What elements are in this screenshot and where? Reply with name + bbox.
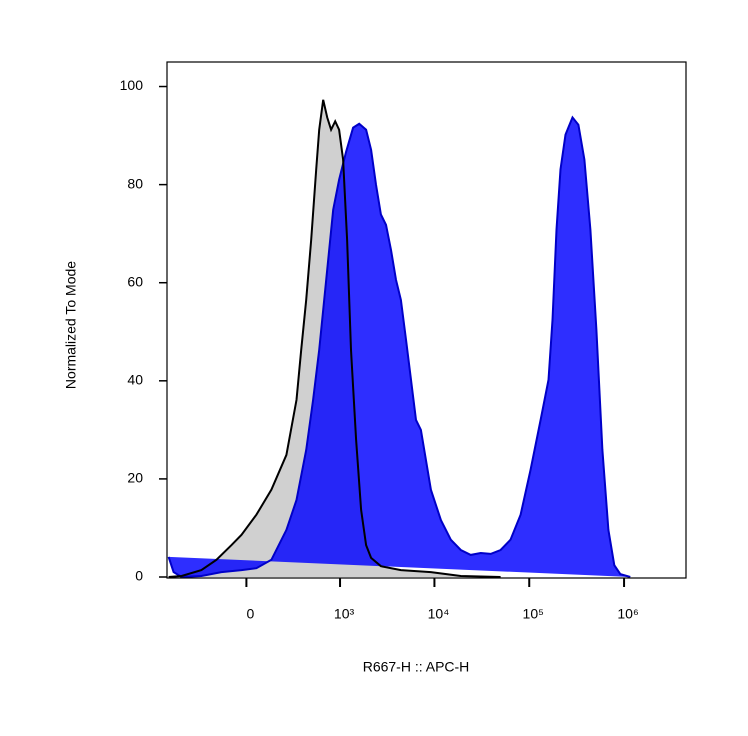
- x-tick-label: 10⁵: [523, 606, 544, 622]
- x-axis-title: R667-H :: APC-H: [363, 659, 470, 675]
- area-fill: [168, 117, 631, 578]
- y-tick-label: 40: [127, 372, 143, 388]
- x-tick-label: 0: [246, 606, 254, 622]
- y-tick-label: 100: [120, 77, 144, 93]
- y-tick-label: 80: [127, 175, 143, 191]
- area-outline: [167, 115, 631, 578]
- plot-area: [167, 99, 631, 578]
- y-tick-label: 0: [135, 568, 143, 584]
- plot-frame: [166, 61, 687, 579]
- area-outline: [168, 99, 501, 578]
- y-axis-title: Normalized To Mode: [63, 261, 79, 389]
- x-tick-label: 10⁴: [428, 606, 450, 622]
- x-tick-label: 10⁶: [617, 606, 638, 622]
- y-tick-label: 20: [127, 470, 143, 486]
- x-tick-label: 10³: [334, 606, 355, 622]
- y-tick-label: 60: [127, 273, 143, 289]
